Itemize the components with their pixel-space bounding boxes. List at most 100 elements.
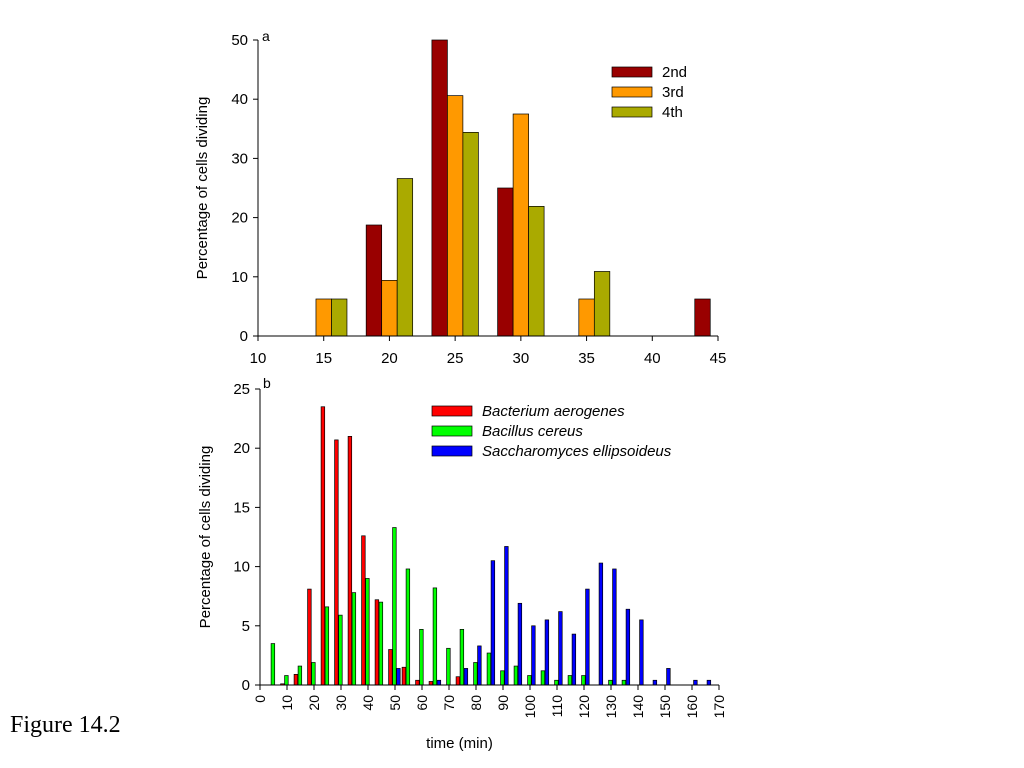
x-tick-label: 130 [603, 695, 619, 719]
legend-swatch [431, 425, 473, 437]
x-tick-label: 120 [576, 695, 592, 719]
y-axis-label: Percentage of cells dividing [197, 446, 214, 629]
y-tick-label: 10 [233, 559, 250, 576]
bar-bacterium-aerogenes [347, 436, 353, 686]
x-tick-label: 110 [549, 695, 565, 718]
x-tick-label: 10 [279, 695, 295, 711]
bar-bacillus-cereus [324, 606, 330, 686]
bar-saccharomyces-ellipsoideus [706, 679, 712, 686]
bar-bacillus-cereus [608, 679, 613, 686]
bar-bacillus-cereus [540, 670, 546, 686]
bar-bacillus-cereus [311, 662, 316, 686]
bar-saccharomyces-ellipsoideus [477, 645, 482, 686]
y-tick-label: 50 [231, 32, 248, 49]
bar-bacterium-aerogenes [388, 649, 393, 686]
bar-bacillus-cereus [567, 675, 573, 686]
y-tick-label: 15 [233, 499, 250, 516]
bar-bacillus-cereus [405, 568, 411, 686]
bar-4th [593, 271, 611, 337]
bar-saccharomyces-ellipsoideus [531, 625, 536, 686]
legend: Bacterium aerogenes Bacillus cereus Saccha… [431, 403, 672, 460]
legend: 2nd 3rd 4th [611, 64, 687, 121]
bar-saccharomyces-ellipsoideus [571, 633, 577, 686]
legend-label: 2nd [662, 64, 687, 81]
x-tick-label: 35 [578, 350, 595, 367]
bar-saccharomyces-ellipsoideus [396, 668, 401, 686]
x-tick-label: 160 [684, 695, 700, 719]
legend-swatch [431, 445, 473, 457]
x-tick-label: 80 [468, 695, 484, 711]
bar-saccharomyces-ellipsoideus [652, 679, 658, 686]
x-tick-label: 45 [710, 350, 727, 367]
x-tick-label: 20 [381, 350, 398, 367]
bar-saccharomyces-ellipsoideus [517, 602, 523, 686]
x-tick-label: 10 [250, 350, 267, 367]
bar-4th [331, 298, 348, 337]
bar-bacillus-cereus [459, 629, 465, 686]
bar-bacillus-cereus [473, 662, 478, 686]
figure-caption: Figure 14.2 [10, 712, 121, 738]
bar-saccharomyces-ellipsoideus [639, 619, 644, 686]
bar-bacillus-cereus [621, 679, 627, 686]
bar-saccharomyces-ellipsoideus [612, 568, 617, 686]
bar-bacillus-cereus [527, 675, 532, 686]
legend-label: Saccharomyces ellipsoideus [482, 443, 672, 460]
bar-bacillus-cereus [351, 592, 357, 686]
bar-bacterium-aerogenes [361, 535, 366, 686]
bar-saccharomyces-ellipsoideus [558, 611, 563, 686]
bar-bacterium-aerogenes [428, 681, 434, 686]
legend-swatch [611, 106, 653, 118]
bar-bacterium-aerogenes [415, 679, 420, 686]
bar-bacillus-cereus [419, 629, 424, 686]
legend-swatch [611, 86, 653, 98]
bar-bacillus-cereus [378, 601, 384, 686]
legend-label: 3rd [662, 84, 684, 101]
bar-bacillus-cereus [270, 643, 276, 686]
y-tick-label: 40 [231, 91, 248, 108]
bar-bacillus-cereus [486, 652, 492, 686]
bar-saccharomyces-ellipsoideus [625, 608, 631, 686]
x-axis-label: time (min) [426, 735, 493, 752]
x-tick-label: 30 [333, 695, 349, 711]
bar-saccharomyces-ellipsoideus [490, 560, 496, 686]
bar-bacterium-aerogenes [374, 599, 380, 686]
x-tick-label: 170 [711, 695, 727, 719]
y-tick-label: 25 [233, 381, 250, 398]
bar-4th [528, 206, 545, 337]
bar-bacterium-aerogenes [307, 588, 312, 686]
bar-2nd [431, 39, 448, 337]
x-tick-label: 15 [315, 350, 332, 367]
bar-bacillus-cereus [581, 675, 586, 686]
bar-bacterium-aerogenes [320, 406, 326, 686]
bar-2nd [365, 224, 383, 337]
bar-2nd [694, 298, 711, 337]
bar-saccharomyces-ellipsoideus [585, 588, 590, 686]
x-tick-label: 25 [447, 350, 464, 367]
bar-saccharomyces-ellipsoideus [463, 668, 469, 686]
bar-bacterium-aerogenes [455, 676, 461, 686]
x-tick-label: 150 [657, 695, 673, 719]
x-tick-label: 0 [252, 695, 268, 703]
x-tick-label: 140 [630, 695, 646, 719]
panel-label: a [262, 28, 270, 44]
bar-bacillus-cereus [392, 527, 397, 686]
bar-saccharomyces-ellipsoideus [436, 679, 442, 686]
y-tick-label: 30 [231, 150, 248, 167]
bar-4th [462, 132, 479, 337]
legend-label: 4th [662, 104, 683, 121]
y-tick-label: 5 [242, 618, 250, 635]
bar-4th [396, 178, 414, 337]
x-tick-label: 40 [360, 695, 376, 711]
bar-bacillus-cereus [365, 578, 370, 686]
chart-panel-b: 0 5 10 15 20 25 0 10 20 30 40 50 60 70 80 90 100 110 120 13… [197, 375, 727, 752]
y-tick-label: 10 [231, 269, 248, 286]
bar-3rd [447, 95, 464, 337]
x-tick-label: 30 [513, 350, 530, 367]
bar-bacterium-aerogenes [293, 673, 299, 686]
bar-2nd [497, 187, 514, 337]
panel-label: b [263, 375, 271, 391]
x-tick-label: 70 [441, 695, 457, 711]
legend-label: Bacillus cereus [482, 423, 583, 440]
